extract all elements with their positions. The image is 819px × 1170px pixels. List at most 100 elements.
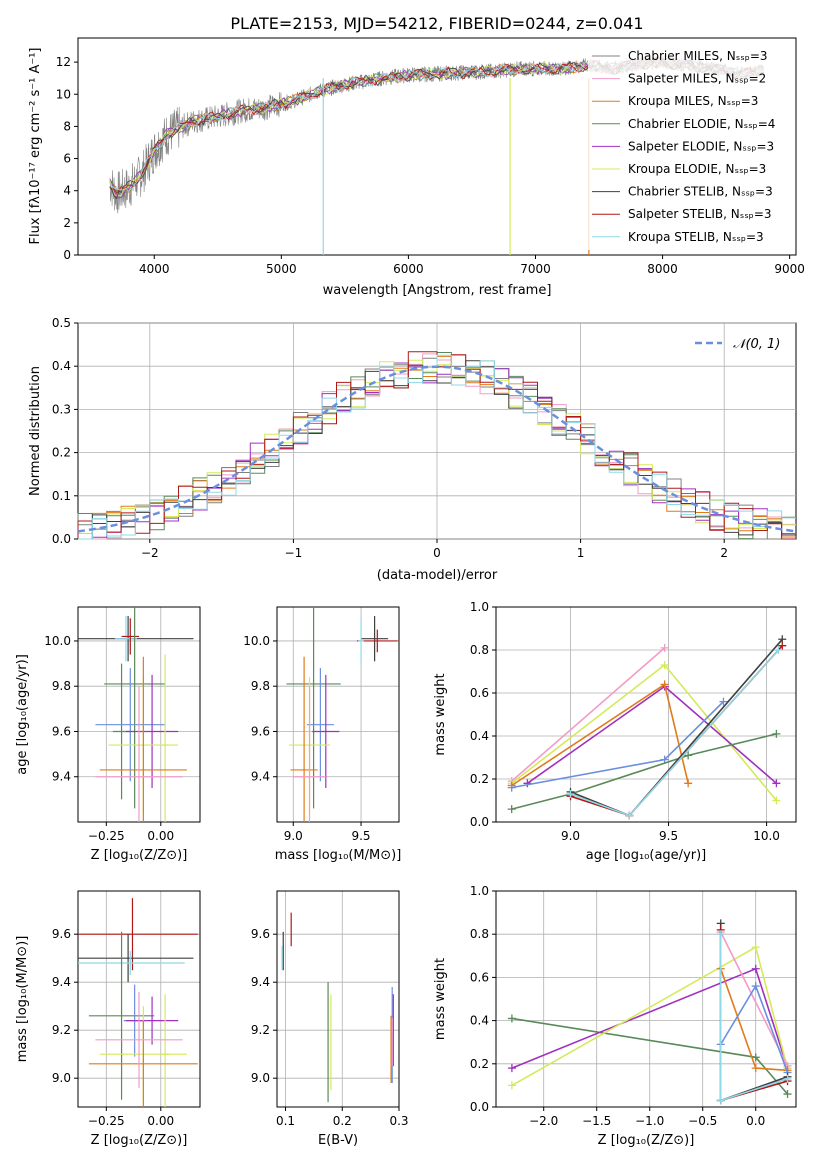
x-tick-label: 1 [577, 546, 585, 560]
y-tick-label: 0.8 [470, 927, 489, 941]
panel-ylabel: age [log₁₀(age/yr)] [15, 654, 30, 775]
weight-vs-metallicity-panel: −2.0 −1.5 −1.0 −0.5 0.0 0.0 0.2 0.4 0.6 0.8 1.0 Z [… [433, 884, 797, 1148]
y-tick-label: 9.4 [52, 770, 71, 784]
weight-marker [716, 1096, 725, 1105]
residual-xlabel: (data-model)/error [377, 568, 498, 583]
spectrum-panel: 4000 5000 6000 7000 8000 9000 0 2 4 6 8 10 12 Chabri… [28, 37, 805, 298]
x-tick-label: 9.5 [659, 829, 678, 843]
weight-line [511, 647, 666, 782]
panel-xlabel: mass [log₁₀(M/M⊙)] [275, 848, 402, 863]
panel-frame [276, 606, 400, 823]
x-tick-label: 4000 [139, 262, 170, 276]
y-tick-label: 0.6 [470, 686, 489, 700]
x-tick-label: −0.25 [88, 829, 125, 843]
y-tick-label: 9.6 [52, 927, 71, 941]
legend-label: Salpeter STELIB, Nₛₛₚ=3 [628, 207, 772, 221]
x-tick-label: 9000 [774, 262, 805, 276]
weight-marker [684, 779, 693, 788]
panel-xlabel: Z [log₁₀(Z/Z⊙)] [598, 1133, 695, 1148]
weight-marker [507, 1014, 516, 1023]
x-tick-label: 6000 [393, 262, 424, 276]
panel-ylabel: mass [log₁₀(M/M⊙)] [15, 936, 30, 1063]
weight-marker [783, 1090, 792, 1099]
weight-line [719, 923, 788, 1102]
x-tick-label: 9.0 [284, 829, 303, 843]
legend-label: Kroupa STELIB, Nₛₛₚ=3 [628, 230, 764, 244]
residual-content [77, 322, 797, 540]
weight-marker [751, 1053, 760, 1062]
y-tick-label: 0.4 [470, 729, 489, 743]
mass-vs-ebv-panel: 0.1 0.2 0.3 9.0 9.2 9.4 9.6 E(B-V) [251, 890, 409, 1148]
legend-label: Kroupa MILES, Nₛₛₚ=3 [628, 94, 758, 108]
y-tick-label: 9.2 [251, 1023, 270, 1037]
spectrum-ticks: 4000 5000 6000 7000 8000 9000 0 2 4 6 8 10 12 [56, 55, 805, 276]
weight-marker [751, 982, 760, 991]
weight-marker [507, 1081, 516, 1090]
x-tick-label: 8000 [647, 262, 678, 276]
y-tick-label: 9.8 [251, 679, 270, 693]
panel-frame [495, 606, 797, 823]
weight-marker [523, 779, 532, 788]
weight-marker [507, 783, 516, 792]
weight-marker [772, 729, 781, 738]
y-tick-label: 0.4 [470, 1014, 489, 1028]
panel-frame [276, 890, 400, 1108]
y-tick-label: 0.4 [52, 359, 71, 373]
y-tick-label: 0.6 [470, 970, 489, 984]
panel-frame [495, 890, 797, 1108]
x-tick-label: 0.00 [147, 829, 174, 843]
normal-curve [77, 365, 797, 533]
x-tick-label: −2 [141, 546, 159, 560]
panel-frame [77, 890, 201, 1108]
x-tick-label: 7000 [520, 262, 551, 276]
weight-marker [778, 641, 787, 650]
weight-line [719, 968, 788, 1072]
y-tick-label: 9.0 [52, 1071, 71, 1085]
legend-box [588, 44, 794, 250]
figure-title: PLATE=2153, MJD=54212, FIBERID=0244, z=0… [230, 14, 643, 33]
spectrum-xlabel: wavelength [Angstrom, rest frame] [323, 283, 552, 298]
spectrum-ylabel: Flux [fλ10⁻¹⁷ erg cm⁻² s⁻¹ A⁻¹] [28, 48, 43, 245]
weight-line [511, 683, 689, 787]
weight-vs-age-panel: 9.0 9.5 10.0 0.0 0.2 0.4 0.6 0.8 1.0 age [log₁₀(a… [433, 600, 797, 863]
residual-ylabel: Normed distribution [28, 366, 43, 496]
weight-marker [716, 930, 725, 939]
residual-legend: 𝒩(0, 1) [695, 337, 780, 352]
weight-marker [772, 779, 781, 788]
weight-marker [684, 751, 693, 760]
weight-marker [774, 646, 783, 654]
weight-line [570, 638, 783, 817]
weight-marker [751, 943, 760, 952]
y-tick-label: 0.1 [52, 489, 71, 503]
weight-line [719, 934, 788, 1102]
age-vs-metallicity-panel: −0.25 0.00 9.4 9.6 9.8 10.0 Z [log₁₀(Z/Z⊙)] age… [15, 606, 201, 863]
y-tick-label: 9.0 [251, 1071, 270, 1085]
weight-marker [660, 661, 669, 670]
panel-xlabel: E(B-V) [318, 1133, 358, 1148]
y-tick-label: 10.0 [44, 634, 71, 648]
weight-marker [507, 805, 516, 814]
x-tick-label: 0.0 [746, 1114, 765, 1128]
weight-marker [751, 964, 760, 973]
y-tick-label: 9.6 [52, 724, 71, 738]
y-tick-label: 9.6 [251, 724, 270, 738]
residual-histogram [78, 360, 796, 540]
x-tick-label: 5000 [266, 262, 297, 276]
y-tick-label: 10.0 [243, 634, 270, 648]
mass-vs-metallicity-panel: −0.25 0.00 9.0 9.2 9.4 9.6 Z [log₁₀(Z/Z⊙)] mass… [15, 890, 201, 1148]
x-tick-label: 9.0 [561, 829, 580, 843]
x-tick-label: 0.1 [276, 1114, 295, 1128]
x-tick-label: 0 [433, 546, 441, 560]
y-tick-label: 9.2 [52, 1023, 71, 1037]
y-tick-label: 1.0 [470, 884, 489, 898]
x-tick-label: −0.5 [688, 1114, 717, 1128]
x-tick-label: 0.3 [389, 1114, 408, 1128]
x-tick-label: 10.0 [753, 829, 780, 843]
age-vs-mass-panel: 9.0 9.5 9.4 9.6 9.8 10.0 mass [log₁₀(M/M⊙)] [243, 606, 402, 863]
legend-label: Chabrier STELIB, Nₛₛₚ=3 [628, 185, 773, 199]
legend-label: Chabrier ELODIE, Nₛₛₚ=4 [628, 117, 775, 131]
normal-legend-label: 𝒩(0, 1) [733, 337, 780, 352]
weight-marker [719, 697, 728, 706]
weight-marker [751, 1064, 760, 1073]
